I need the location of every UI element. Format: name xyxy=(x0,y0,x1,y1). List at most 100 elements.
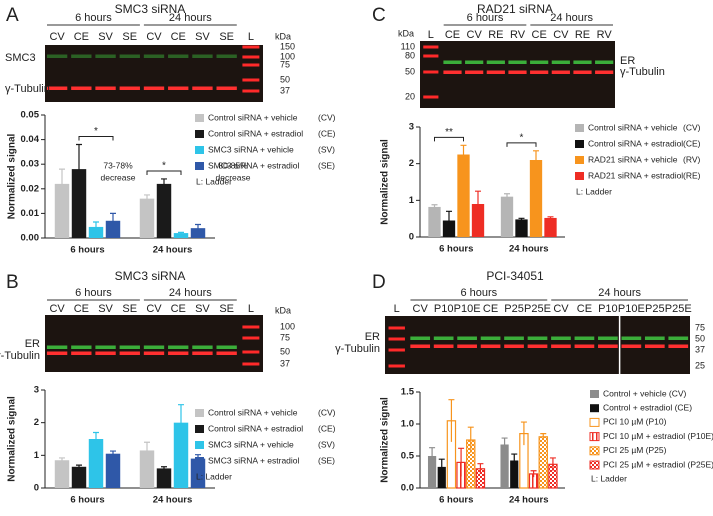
legend-label: Control siRNA + vehicle xyxy=(208,407,298,417)
legend-swatch xyxy=(195,409,204,417)
significance-bracket xyxy=(506,142,537,147)
ladder-band xyxy=(242,325,260,329)
legend-swatch xyxy=(575,156,584,164)
marker-label: 75 xyxy=(695,322,705,332)
blot-band xyxy=(192,54,213,58)
y-tick-label: 0.03 xyxy=(21,159,40,170)
significance-bracket xyxy=(434,136,464,142)
lane-label: P25 xyxy=(504,303,524,315)
ladder-band xyxy=(242,63,260,67)
bar xyxy=(71,169,87,238)
blot-band xyxy=(595,60,614,64)
y-tick-label: 0.04 xyxy=(21,134,40,145)
error-bar xyxy=(431,204,438,210)
lane-label: CV xyxy=(49,31,65,43)
legend-swatch xyxy=(195,441,204,449)
legend-abbr: (SE) xyxy=(318,160,335,170)
lane-label: CE xyxy=(577,303,592,315)
blot-band xyxy=(216,86,237,90)
marker-label: 100 xyxy=(280,51,295,61)
blot-band xyxy=(480,344,501,348)
lane-label: SV xyxy=(98,31,113,43)
error-bar xyxy=(518,217,525,221)
x-tick-label: 6 hours xyxy=(439,244,473,255)
legend-label: Control + vehicle (CV) xyxy=(603,388,687,398)
ladder-band xyxy=(388,364,405,368)
blot-band xyxy=(46,54,68,58)
legend-swatch xyxy=(195,162,204,170)
y-tick-label: 2 xyxy=(34,417,39,428)
legend-abbr: (RE) xyxy=(683,170,701,180)
bar xyxy=(156,183,172,238)
marker-label: 150 xyxy=(280,41,295,51)
row-label: ER xyxy=(365,331,380,343)
blot-band xyxy=(527,344,548,348)
blot-band xyxy=(574,336,595,340)
legend-label: Control + estradiol (CE) xyxy=(603,402,692,412)
blot-band xyxy=(465,70,484,74)
error-bar xyxy=(504,193,510,200)
lane-label: L xyxy=(394,303,400,315)
legend-swatch xyxy=(589,417,600,427)
blot-band xyxy=(143,86,165,90)
significance-label: ** xyxy=(445,127,453,138)
legend-abbr: (RV) xyxy=(683,154,700,164)
lane-label: P25E xyxy=(665,303,692,315)
marker-label: 75 xyxy=(280,332,290,342)
legend-swatch xyxy=(589,446,600,456)
lane-label: RE xyxy=(488,29,503,41)
ladder-band xyxy=(388,348,405,352)
blot-band xyxy=(551,60,570,64)
lane-label: L xyxy=(248,31,254,43)
group-label: 6 hours xyxy=(75,12,112,24)
group-label: 24 hours xyxy=(169,287,212,299)
y-axis-label: Normalized signal xyxy=(7,133,18,219)
bar xyxy=(500,444,509,488)
lane-label: CE xyxy=(74,31,89,43)
legend-label: Control siRNA + estradiol xyxy=(208,128,303,138)
ladder-band xyxy=(242,55,260,59)
y-tick-label: 1 xyxy=(34,450,40,461)
error-bar xyxy=(448,399,455,442)
blot-band xyxy=(71,345,92,349)
lane-label: SE xyxy=(122,31,137,43)
blot-band xyxy=(168,86,189,90)
error-bar xyxy=(144,194,150,203)
blot-band xyxy=(192,345,213,349)
y-axis-label: Normalized signal xyxy=(7,396,18,482)
error-bar xyxy=(161,178,167,189)
legend-swatch xyxy=(195,425,204,433)
bar xyxy=(500,196,514,237)
row-label: ER xyxy=(25,338,40,350)
blot-band xyxy=(486,60,505,64)
lane-label: CE xyxy=(483,303,498,315)
blot-band xyxy=(168,54,189,58)
blot-band xyxy=(216,54,237,58)
marker-label: 75 xyxy=(280,59,290,69)
legend-label: Control siRNA + estradiol xyxy=(588,138,683,148)
blot-band xyxy=(574,344,595,348)
x-tick-label: 6 hours xyxy=(439,495,473,506)
legend-label: SMC3 siRNA + estradiol xyxy=(208,455,300,465)
bar xyxy=(105,220,121,238)
legend-label: PCI 10 µM + estradiol (P10E) xyxy=(603,431,713,441)
lane-label: P25E xyxy=(524,303,551,315)
blot-band xyxy=(119,54,140,58)
lane-label: SV xyxy=(98,303,113,315)
lane-label: SE xyxy=(219,31,234,43)
bar xyxy=(190,458,206,488)
blot-band xyxy=(168,345,189,349)
legend-abbr: (CV) xyxy=(318,112,336,122)
legend-abbr: (SE) xyxy=(318,455,335,465)
legend-label: RAD21 siRNA + vehicle xyxy=(588,154,678,164)
error-bar xyxy=(511,453,518,467)
blot-band xyxy=(433,344,454,348)
blot-title: RAD21 siRNA xyxy=(477,2,553,16)
error-bar xyxy=(520,421,527,446)
error-bar xyxy=(429,447,436,465)
marker-label: 37 xyxy=(280,358,290,368)
lane-label: P10 xyxy=(434,303,454,315)
blot-band xyxy=(595,70,614,74)
row-label: γ-Tubulin xyxy=(335,343,380,355)
